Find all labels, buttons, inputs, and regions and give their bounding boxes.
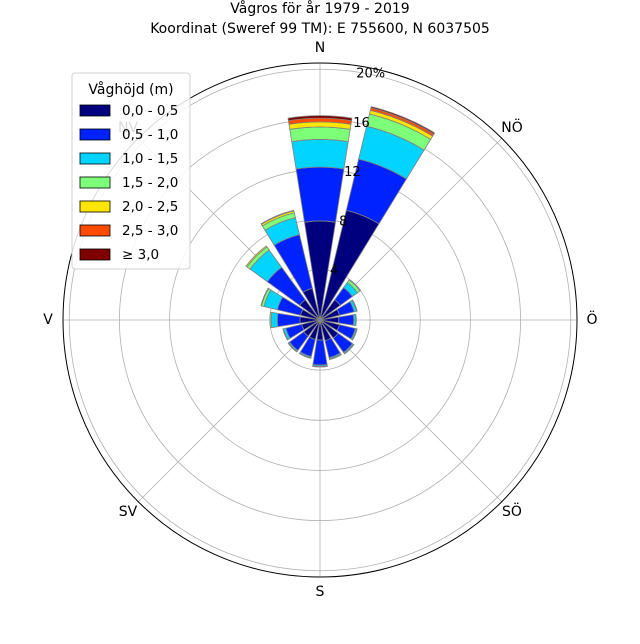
legend-box	[71, 72, 191, 270]
legend-label-1: 0,0 - 0,5	[122, 103, 178, 119]
bar-segment-v-s2	[276, 312, 301, 328]
direction-label-4: SÖ	[502, 502, 522, 520]
grid-spoke	[137, 319, 321, 503]
bar-segment-ö-s2	[338, 314, 355, 326]
radial-tick-label-3: 12	[344, 165, 361, 180]
legend-swatch-2	[79, 128, 111, 141]
bar-segment-n-s7	[287, 115, 353, 122]
bar-segment-nö-s5	[348, 278, 362, 292]
legend-label-3: 1,0 - 1,5	[122, 151, 178, 167]
radial-tick-label-1: 4	[330, 264, 338, 279]
bar-segment-sö-s4	[343, 343, 355, 355]
legend-title: Våghöjd (m)	[88, 81, 173, 98]
bar-segment-ssö-s4	[328, 353, 342, 361]
bar-segment-nnv-s6	[260, 209, 295, 225]
legend-label-2: 0,5 - 1,0	[122, 127, 178, 143]
chart-title-line2: Koordinat (Sweref 99 TM): E 755600, N 60…	[150, 21, 490, 37]
direction-label-3: Ö	[586, 310, 597, 328]
bar-segment-s-s4	[312, 365, 328, 368]
bar-segment-ösö-s4	[351, 328, 358, 341]
legend-swatch-5	[79, 200, 111, 213]
legend-swatch-6	[79, 224, 111, 237]
legend: Våghöjd (m) 0,0 - 0,5 0,5 - 1,0 1,0 - 1,5 1,…	[71, 72, 191, 270]
bar-segment-n-s3	[291, 139, 349, 170]
direction-label-5: S	[316, 584, 325, 600]
legend-swatch-4	[79, 176, 111, 189]
bar-segment-nv-s5	[245, 245, 268, 268]
legend-swatch-7	[79, 248, 111, 261]
legend-swatch-1	[79, 104, 111, 117]
direction-label-6: SV	[119, 504, 138, 520]
legend-label-5: 2,0 - 2,5	[122, 199, 178, 215]
axis-labels: NNÖÖSÖSSVVNV48121620%	[43, 40, 597, 600]
bar-segment-önö-s4	[351, 299, 358, 312]
bar-segment-n-s2	[295, 166, 345, 223]
legend-label-6: 2,5 - 3,0	[122, 223, 178, 239]
bar-segment-s-s2	[312, 339, 328, 366]
bar-segment-sv-s4	[287, 342, 298, 353]
chart-title-line1: Vågros för år 1979 - 2019	[230, 0, 409, 17]
stacked-bars	[245, 106, 436, 368]
radial-tick-label-4: 16	[353, 116, 370, 131]
legend-label-4: 1,5 - 2,0	[122, 175, 178, 191]
bar-segment-ö-s4	[354, 313, 357, 327]
polar-frame	[62, 62, 578, 578]
direction-label-7: V	[43, 312, 53, 328]
bar-segment-vnv-s5	[260, 287, 270, 307]
bar-segment-n-s4	[289, 126, 351, 143]
bar-segment-ssv-s4	[298, 352, 312, 359]
bar-segment-nnö-s7	[370, 106, 436, 135]
bar-segment-vsv-s4	[282, 328, 289, 341]
radial-tick-label-2: 8	[339, 214, 347, 229]
grid-spoke	[319, 319, 503, 503]
direction-label-1: N	[315, 40, 325, 56]
bar-segment-v-s4	[269, 311, 273, 329]
radial-tick-label-5: 20%	[356, 66, 385, 81]
legend-swatch-3	[79, 152, 111, 165]
direction-label-2: NÖ	[501, 118, 523, 136]
legend-label-7: ≥ 3,0	[122, 247, 159, 263]
bar-segment-v-s3	[270, 311, 279, 329]
